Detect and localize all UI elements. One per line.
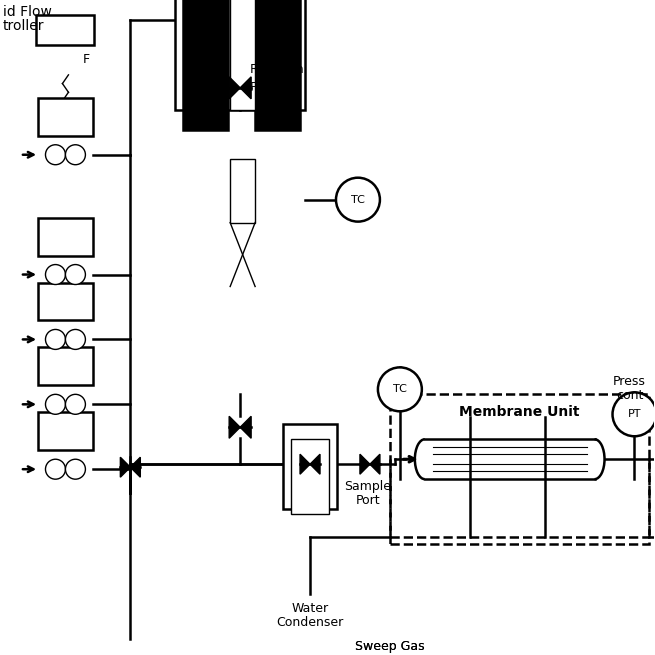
Bar	[183, 0, 228, 130]
Polygon shape	[240, 77, 251, 99]
Text: TC: TC	[351, 195, 365, 204]
Text: Sweep Gas: Sweep Gas	[355, 641, 424, 654]
Polygon shape	[121, 457, 130, 477]
Bar	[291, 440, 329, 514]
Circle shape	[45, 265, 66, 284]
Text: Membrane Unit: Membrane Unit	[459, 405, 580, 419]
Text: Condenser: Condenser	[276, 616, 344, 629]
Text: troller: troller	[3, 19, 44, 33]
Circle shape	[45, 145, 66, 164]
Circle shape	[612, 392, 655, 436]
Polygon shape	[310, 454, 320, 474]
Text: Feed: Feed	[250, 81, 280, 94]
Circle shape	[66, 145, 85, 164]
Text: Port: Port	[356, 494, 381, 507]
Text: Sample: Sample	[345, 479, 392, 493]
Text: Sweep Gas: Sweep Gas	[355, 641, 424, 654]
Polygon shape	[229, 77, 240, 99]
Polygon shape	[130, 457, 140, 477]
Polygon shape	[370, 454, 380, 474]
Text: cont: cont	[616, 389, 643, 402]
Bar	[38, 217, 93, 255]
Bar	[230, 0, 255, 110]
Bar	[38, 412, 93, 450]
Bar	[390, 394, 650, 544]
Circle shape	[66, 265, 85, 284]
Polygon shape	[360, 454, 370, 474]
Bar	[282, 424, 337, 509]
Circle shape	[45, 394, 66, 415]
Bar	[38, 98, 93, 136]
Bar	[38, 347, 93, 385]
Text: Press: Press	[613, 375, 646, 388]
Bar	[230, 159, 255, 223]
Circle shape	[66, 459, 85, 479]
Bar	[37, 15, 94, 45]
Text: Water: Water	[291, 603, 329, 616]
Polygon shape	[240, 417, 251, 438]
Text: PT: PT	[627, 409, 641, 419]
Bar	[38, 282, 93, 320]
Text: TC: TC	[393, 384, 407, 394]
Circle shape	[66, 329, 85, 349]
Text: id Flow: id Flow	[3, 5, 52, 19]
Bar	[255, 0, 300, 130]
Bar	[176, 0, 305, 110]
Circle shape	[45, 329, 66, 349]
Bar	[415, 400, 605, 440]
Circle shape	[378, 367, 422, 411]
Polygon shape	[300, 454, 310, 474]
Circle shape	[336, 178, 380, 221]
Text: F: F	[83, 54, 90, 66]
Circle shape	[66, 394, 85, 415]
Polygon shape	[229, 417, 240, 438]
Text: Reaction: Reaction	[250, 64, 305, 77]
Circle shape	[45, 459, 66, 479]
